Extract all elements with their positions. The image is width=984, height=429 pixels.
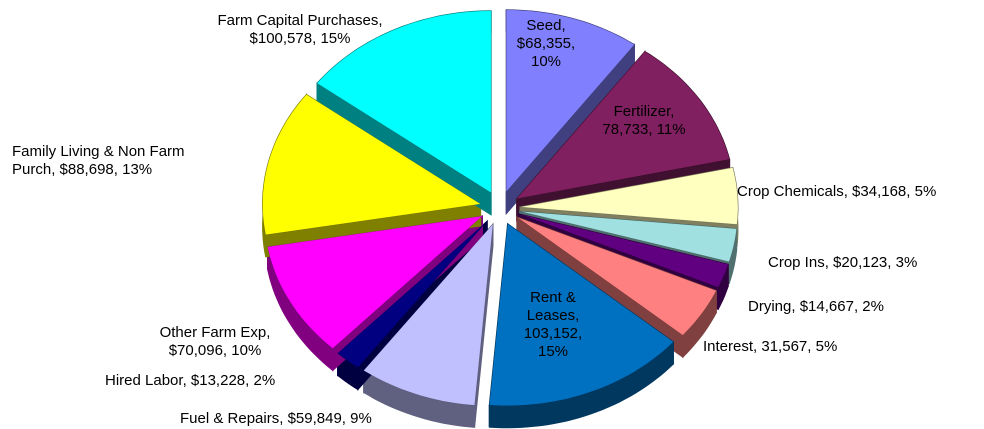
label-part: Crop Chemicals: [737, 183, 844, 200]
label-part: Interest: [703, 338, 754, 355]
label-part: 15%: [320, 30, 351, 47]
slice-side: [363, 369, 476, 428]
label-part: Fuel & Repairs: [180, 410, 280, 427]
label-part: 2%: [253, 372, 276, 389]
label-part: 31,567: [761, 338, 808, 355]
slice-label: Interest, 31,567, 5%: [703, 338, 838, 355]
label-part: 103,152: [523, 325, 579, 342]
slice: [519, 167, 739, 225]
label-part: $34,168: [852, 183, 907, 200]
label-part: $100,578: [249, 30, 313, 47]
slice-label: Drying, $14,667, 2%: [748, 298, 884, 315]
slice: [316, 10, 492, 194]
label-part: Fertilizer: [613, 103, 671, 120]
slice: [516, 216, 717, 336]
slice-label: Other Farm Exp, $70,096, 10%: [159, 324, 271, 359]
label-part: 15%: [537, 343, 569, 360]
slice-label: Rent & Leases, 103,152, 15%: [523, 289, 583, 360]
label-part: Seed: [526, 17, 562, 34]
label-part: $68,355: [516, 35, 572, 52]
label-part: 5%: [914, 183, 937, 200]
label-part: 10%: [231, 342, 262, 359]
slice-label: Fertilizer, 78,733, 11%: [602, 103, 686, 138]
slice: [267, 215, 484, 349]
label-part: $20,123: [833, 254, 888, 271]
label-part: Farm Capital Purchases: [217, 12, 379, 29]
label-part: Drying: [748, 298, 792, 315]
slice-label: Family Living & Non Farm Purch, $88,698,…: [12, 143, 185, 178]
label-part: 10%: [530, 53, 562, 70]
label-part: $59,849: [287, 410, 342, 427]
label-part: 3%: [895, 254, 918, 271]
label-part: 11%: [656, 121, 686, 138]
label-part: $13,228: [190, 372, 246, 389]
label-part: 13%: [122, 161, 153, 178]
label-part: 5%: [815, 338, 838, 355]
slice-label: Crop Chemicals, $34,168, 5%: [737, 183, 937, 200]
slice-label: Farm Capital Purchases, $100,578, 15%: [217, 12, 383, 47]
slice-label: Fuel & Repairs, $59,849, 9%: [180, 410, 372, 427]
label-part: Rent & Leases: [526, 289, 576, 324]
label-part: Family Living & Non Farm Purch: [12, 143, 185, 178]
label-part: 2%: [862, 298, 884, 315]
slice-label: Seed, $68,355, 10%: [516, 17, 576, 70]
label-part: $70,096: [168, 342, 223, 359]
slice: [505, 9, 635, 193]
slice: [518, 213, 729, 288]
label-part: 9%: [350, 410, 372, 427]
slice: [337, 220, 488, 368]
label-part: $88,698: [59, 161, 114, 178]
slice-label: Crop Ins, $20,123, 3%: [768, 254, 918, 271]
label-part: $14,667: [799, 298, 854, 315]
label-part: Crop Ins: [768, 254, 825, 271]
label-part: Other Farm Exp: [159, 324, 267, 341]
slice: [516, 51, 730, 200]
label-part: 78,733: [602, 121, 649, 138]
slice: [363, 223, 494, 406]
slice: [262, 94, 482, 236]
label-part: Hired Labor: [105, 372, 183, 389]
slice: [489, 223, 674, 406]
slice-label: Hired Labor, $13,228, 2%: [105, 372, 276, 389]
slice: [519, 210, 737, 262]
